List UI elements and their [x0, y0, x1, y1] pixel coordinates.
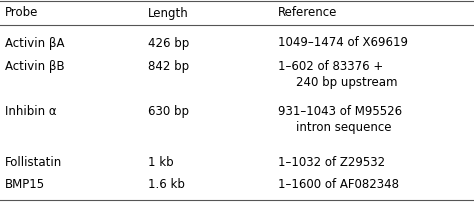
Text: Follistatin: Follistatin — [5, 156, 62, 169]
Text: Activin βB: Activin βB — [5, 60, 64, 73]
Text: Activin βA: Activin βA — [5, 36, 64, 49]
Text: Probe: Probe — [5, 6, 38, 19]
Text: Reference: Reference — [278, 6, 337, 19]
Text: 240 bp upstream: 240 bp upstream — [296, 76, 398, 89]
Text: BMP15: BMP15 — [5, 178, 45, 190]
Text: Length: Length — [148, 6, 189, 19]
Text: 1–1032 of Z29532: 1–1032 of Z29532 — [278, 156, 385, 169]
Text: 1049–1474 of X69619: 1049–1474 of X69619 — [278, 36, 408, 49]
Text: 1–1600 of AF082348: 1–1600 of AF082348 — [278, 178, 399, 190]
Text: Inhibin α: Inhibin α — [5, 105, 56, 118]
Text: 426 bp: 426 bp — [148, 36, 189, 49]
Text: 630 bp: 630 bp — [148, 105, 189, 118]
Text: 1–602 of 83376 +: 1–602 of 83376 + — [278, 60, 383, 73]
Text: 1 kb: 1 kb — [148, 156, 173, 169]
Text: intron sequence: intron sequence — [296, 121, 392, 134]
Text: 931–1043 of M95526: 931–1043 of M95526 — [278, 105, 402, 118]
Text: 842 bp: 842 bp — [148, 60, 189, 73]
Text: 1.6 kb: 1.6 kb — [148, 178, 185, 190]
